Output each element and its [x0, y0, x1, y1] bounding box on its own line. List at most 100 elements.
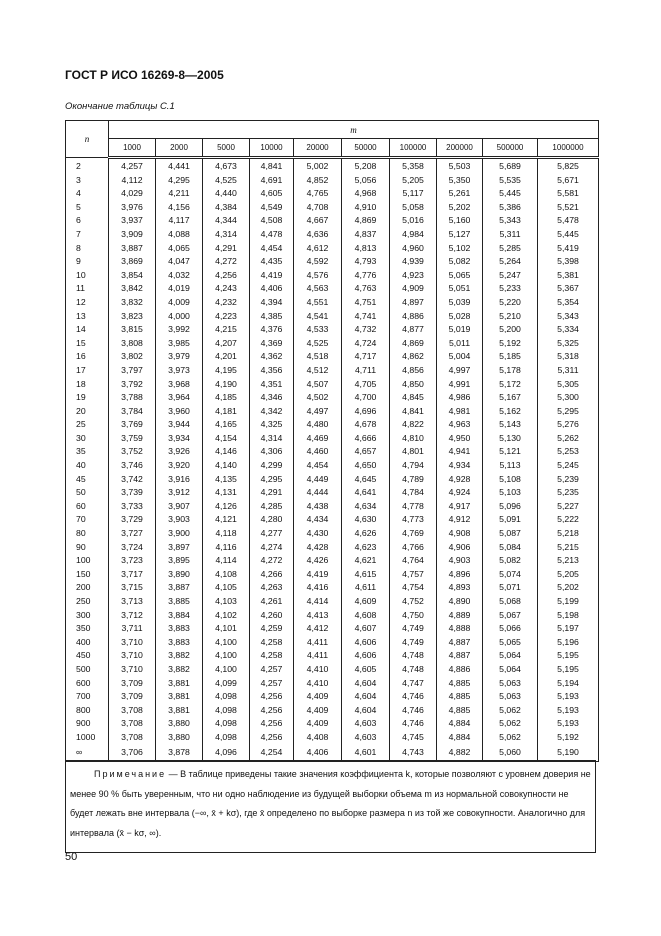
row-label-n: 400: [65, 635, 109, 650]
table-cell: 4,263: [249, 581, 294, 595]
table-cell: 4,623: [341, 540, 390, 555]
table-cell: 4,837: [341, 227, 390, 242]
table-cell: 5,245: [537, 459, 599, 473]
table-cell: 4,630: [341, 513, 390, 528]
table-cell: 4,924: [436, 486, 483, 500]
table-row: 200 3,715 3,887 4,105 4,263 4,416 4,611 4,754 4,…: [65, 581, 599, 595]
table-cell: 4,497: [293, 404, 342, 419]
table-cell: 5,108: [482, 472, 538, 487]
table-cell: 3,883: [155, 635, 203, 650]
table-cell: 5,185: [482, 350, 538, 364]
table-cell: 5,198: [537, 608, 599, 623]
table-cell: 4,272: [202, 255, 250, 269]
table-row: 10 3,854 4,032 4,256 4,419 4,576 4,776 4,923 5,0…: [65, 268, 599, 283]
table-cell: 3,733: [108, 499, 156, 514]
table-cell: 5,004: [436, 350, 483, 364]
table-cell: 5,264: [482, 255, 538, 269]
table-cell: 4,928: [436, 472, 483, 487]
table-row: 150 3,717 3,890 4,108 4,266 4,419 4,615 4,757 4,…: [65, 567, 599, 582]
table-cell: 3,907: [155, 499, 203, 514]
table-cell: 4,612: [293, 241, 342, 256]
table-cell: 5,178: [482, 363, 538, 378]
table-cell: 5,199: [537, 595, 599, 609]
table-row: 35 3,752 3,926 4,146 4,306 4,460 4,657 4,801 4,9…: [65, 445, 599, 460]
column-header-m: 2000: [155, 138, 203, 159]
table-row: 12 3,832 4,009 4,232 4,394 4,551 4,751 4,897 5,0…: [65, 295, 599, 310]
table-cell: 4,746: [389, 717, 437, 731]
table-cell: 4,934: [436, 459, 483, 473]
table-cell: 5,205: [389, 173, 437, 188]
table-cell: 4,747: [389, 676, 437, 691]
table-cell: 4,960: [389, 241, 437, 256]
table-cell: 3,912: [155, 486, 203, 500]
table-cell: 5,295: [537, 404, 599, 419]
table-row: 9 3,869 4,047 4,272 4,435 4,592 4,793 4,939 5,08…: [65, 255, 599, 269]
table-row: 13 3,823 4,000 4,223 4,385 4,541 4,741 4,886 5,0…: [65, 309, 599, 324]
table-cell: 4,611: [341, 581, 390, 595]
table-cell: 4,195: [202, 363, 250, 378]
table-cell: 4,232: [202, 295, 250, 310]
table-cell: 4,419: [249, 268, 294, 283]
table-cell: 3,881: [155, 690, 203, 704]
row-label-n: 9: [65, 255, 109, 269]
table-cell: 4,705: [341, 377, 390, 392]
table-cell: 3,880: [155, 717, 203, 731]
table-cell: 4,897: [389, 295, 437, 310]
row-label-n: 60: [65, 499, 109, 514]
table-cell: 4,223: [202, 309, 250, 324]
table-cell: 3,979: [155, 350, 203, 364]
table-cell: 4,146: [202, 445, 250, 460]
table-cell: 3,916: [155, 472, 203, 487]
row-label-n: ∞: [65, 744, 109, 762]
table-row: 17 3,797 3,973 4,195 4,356 4,512 4,711 4,856 4,9…: [65, 363, 599, 378]
table-cell: 3,934: [155, 431, 203, 446]
table-cell: 4,428: [293, 540, 342, 555]
table-cell: 4,114: [202, 554, 250, 568]
table-cell: 5,218: [537, 527, 599, 541]
table-cell: 5,058: [389, 200, 437, 215]
table-cell: 4,757: [389, 567, 437, 582]
table-cell: 4,813: [341, 241, 390, 256]
table-cell: 4,460: [293, 445, 342, 460]
row-label-n: 150: [65, 567, 109, 582]
table-row: 800 3,708 3,881 4,098 4,256 4,409 4,604 4,746 4,…: [65, 703, 599, 718]
table-cell: 4,088: [155, 227, 203, 242]
table-cell: 5,091: [482, 513, 538, 528]
row-label-n: 10: [65, 268, 109, 283]
row-label-n: 35: [65, 445, 109, 460]
table-cell: 5,671: [537, 173, 599, 188]
table-cell: 4,362: [249, 350, 294, 364]
table-cell: 5,192: [482, 336, 538, 351]
table-row: 25 3,769 3,944 4,165 4,325 4,480 4,678 4,822 4,9…: [65, 418, 599, 432]
table-cell: 3,746: [108, 459, 156, 473]
table-cell: 4,185: [202, 391, 250, 405]
row-label-n: 11: [65, 282, 109, 296]
table-row: 100 3,723 3,895 4,114 4,272 4,426 4,621 4,764 4,…: [65, 554, 599, 568]
column-header-m: 1000: [108, 138, 156, 159]
table-cell: 5,062: [482, 703, 538, 718]
table-cell: 3,815: [108, 323, 156, 337]
table-cell: 4,440: [202, 187, 250, 201]
table-cell: 4,903: [436, 554, 483, 568]
row-label-n: 25: [65, 418, 109, 432]
table-cell: 4,256: [202, 268, 250, 283]
table-cell: 3,729: [108, 513, 156, 528]
table-cell: 4,525: [202, 173, 250, 188]
table-row: ∞ 3,706 3,878 4,096 4,254 4,406 4,601 4,743 4,88…: [65, 744, 599, 762]
table-cell: 4,272: [249, 554, 294, 568]
table-row: 500 3,710 3,882 4,100 4,257 4,410 4,605 4,748 4,…: [65, 662, 599, 677]
table-cell: 4,098: [202, 690, 250, 704]
table-cell: 3,724: [108, 540, 156, 555]
table-cell: 4,121: [202, 513, 250, 528]
table-cell: 4,117: [155, 214, 203, 228]
row-label-n: 300: [65, 608, 109, 623]
table-row: 15 3,808 3,985 4,207 4,369 4,525 4,724 4,869 5,0…: [65, 336, 599, 351]
table-cell: 4,344: [202, 214, 250, 228]
table-cell: 3,784: [108, 404, 156, 419]
table-cell: 5,117: [389, 187, 437, 201]
table-cell: 4,260: [249, 608, 294, 623]
table-cell: 5,300: [537, 391, 599, 405]
table-cell: 4,135: [202, 472, 250, 487]
table-cell: 5,121: [482, 445, 538, 460]
table-caption: Окончание таблицы С.1: [65, 101, 175, 112]
